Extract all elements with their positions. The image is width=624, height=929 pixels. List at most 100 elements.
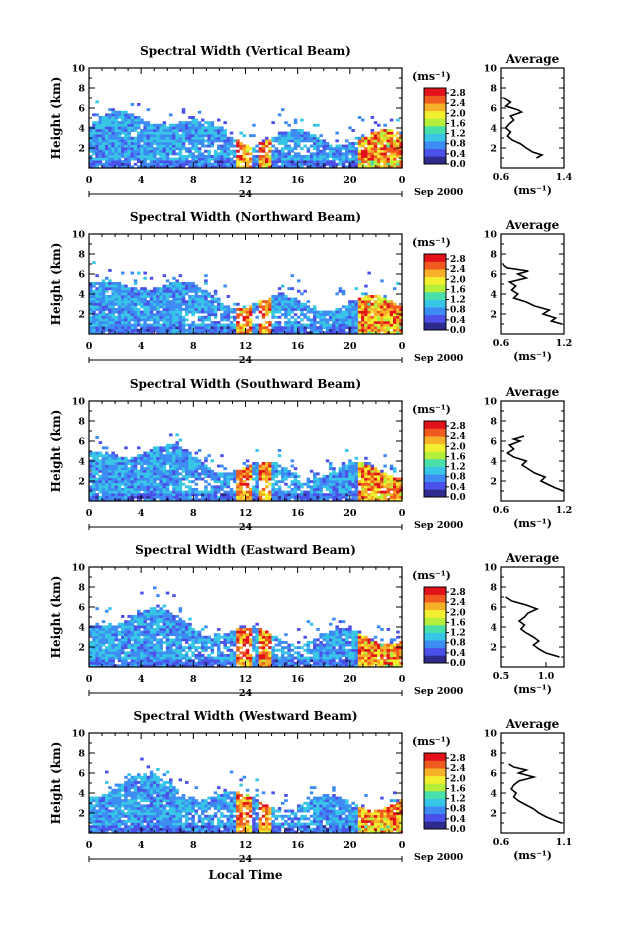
colorbar-tick-label: 2.8	[450, 754, 466, 764]
colorbar-tick-label: 2.0	[450, 608, 466, 618]
y-axis-label: Height (km)	[49, 243, 63, 326]
average-title: Average	[505, 551, 560, 565]
panel-title: Spectral Width (Northward Beam)	[130, 210, 361, 224]
avg-y-tick-label: 10	[484, 230, 498, 241]
avg-x-tick-label: 0.5	[493, 671, 510, 682]
avg-y-tick-label: 8	[490, 250, 497, 261]
average-x-label: (ms⁻¹)	[513, 517, 552, 530]
y-tick-label: 10	[72, 397, 86, 408]
panel-title: Spectral Width (Eastward Beam)	[135, 543, 356, 557]
y-tick-label: 2	[78, 809, 85, 820]
date-label: 24	[239, 355, 253, 366]
colorbar: 2.82.42.01.61.20.80.40.0 (ms⁻¹)	[412, 70, 466, 170]
x-tick-label: 16	[291, 840, 305, 851]
colorbar-tick-label: 1.2	[450, 130, 466, 140]
y-axis-label: Height (km)	[49, 576, 63, 659]
avg-y-tick-label: 10	[484, 64, 498, 75]
colorbar-tick-label: 2.0	[450, 109, 466, 119]
avg-y-tick-label: 4	[490, 789, 497, 800]
x-tick-label: 4	[138, 674, 145, 685]
colorbar-tick-label: 2.4	[450, 764, 466, 774]
colorbar-tick-label: 1.6	[450, 784, 466, 794]
avg-y-tick-label: 2	[490, 144, 497, 155]
avg-y-tick-label: 10	[484, 563, 498, 574]
colorbar-tick-label: 0.8	[450, 140, 466, 150]
colorbar-tick-label: 1.6	[450, 452, 466, 462]
y-tick-label: 6	[78, 769, 85, 780]
colorbar: 2.82.42.01.61.20.80.40.0 (ms⁻¹)	[412, 735, 466, 835]
x-axis-label: Local Time	[208, 868, 282, 882]
colorbar: 2.82.42.01.61.20.80.40.0 (ms⁻¹)	[412, 236, 466, 336]
colorbar-tick-label: 1.2	[450, 629, 466, 639]
colorbar-tick-label: 0.8	[450, 805, 466, 815]
y-tick-label: 10	[72, 563, 86, 574]
avg-y-tick-label: 8	[490, 583, 497, 594]
heatmap	[89, 586, 403, 668]
heatmap	[89, 261, 403, 335]
average-profile-line	[503, 97, 545, 159]
colorbar-tick-label: 2.4	[450, 432, 466, 442]
x-tick-label: 8	[190, 840, 197, 851]
y-tick-label: 6	[78, 270, 85, 281]
y-tick-label: 4	[78, 623, 85, 634]
month-label: Sep 2000	[414, 353, 464, 364]
colorbar-tick-label: 0.4	[450, 316, 466, 326]
y-tick-label: 2	[78, 310, 85, 321]
avg-y-tick-label: 2	[490, 477, 497, 488]
avg-y-tick-label: 10	[484, 397, 498, 408]
avg-y-tick-label: 8	[490, 417, 497, 428]
colorbar-tick-label: 0.4	[450, 815, 466, 825]
y-tick-label: 8	[78, 583, 85, 594]
colorbar-tick-label: 1.6	[450, 285, 466, 295]
colorbar-tick-label: 2.0	[450, 275, 466, 285]
x-tick-label: 0	[399, 840, 406, 851]
month-label: Sep 2000	[414, 187, 464, 198]
x-tick-label: 12	[239, 508, 252, 519]
y-axis-label: Height (km)	[49, 77, 63, 160]
avg-x-tick-label: 1.4	[556, 172, 573, 183]
average-panel: 2 4 6 8 10 0.6 1.4 Average (ms⁻¹)	[484, 52, 573, 197]
x-tick-label: 16	[291, 508, 305, 519]
colorbar-tick-label: 2.4	[450, 265, 466, 275]
x-tick-label: 0	[399, 341, 406, 352]
colorbar-tick-label: 2.8	[450, 422, 466, 432]
avg-y-tick-label: 6	[490, 270, 497, 281]
average-title: Average	[505, 385, 560, 399]
panel-4: Spectral Width (Eastward Beam)0 4 8 12 16 20 0…	[49, 543, 565, 699]
colorbar: 2.82.42.01.61.20.80.40.0 (ms⁻¹)	[412, 403, 466, 503]
y-tick-label: 4	[78, 457, 85, 468]
y-tick-label: 6	[78, 603, 85, 614]
panel-1: Spectral Width (Vertical Beam)0 4 8 12 16 20 0…	[49, 44, 573, 200]
avg-y-tick-label: 2	[490, 310, 497, 321]
x-tick-label: 0	[86, 674, 93, 685]
colorbar-tick-label: 0.0	[450, 160, 466, 170]
avg-x-tick-label: 1.1	[556, 837, 573, 848]
y-tick-label: 2	[78, 144, 85, 155]
x-tick-label: 16	[291, 674, 305, 685]
colorbar-tick-label: 2.8	[450, 255, 466, 265]
avg-y-tick-label: 6	[490, 104, 497, 115]
colorbar-tick-label: 0.0	[450, 326, 466, 336]
panel-5: Spectral Width (Westward Beam)0 4 8 12 16 20 0…	[49, 709, 572, 865]
avg-y-tick-label: 4	[490, 623, 497, 634]
y-tick-label: 6	[78, 437, 85, 448]
x-tick-label: 16	[291, 175, 305, 186]
x-tick-label: 16	[291, 341, 305, 352]
average-panel: 2 4 6 8 10 0.5 1.0 Average (ms⁻¹)	[484, 551, 565, 696]
colorbar-unit: (ms⁻¹)	[412, 70, 451, 83]
panel-3: Spectral Width (Southward Beam)0 4 8 12 16 20…	[49, 377, 572, 533]
average-profile-line	[505, 435, 565, 492]
y-axis-label: Height (km)	[49, 742, 63, 825]
x-tick-label: 4	[138, 508, 145, 519]
avg-x-tick-label: 1.2	[556, 505, 573, 516]
colorbar-tick-label: 2.0	[450, 442, 466, 452]
colorbar-tick-label: 0.8	[450, 639, 466, 649]
avg-x-tick-label: 0.6	[493, 172, 510, 183]
average-x-label: (ms⁻¹)	[513, 683, 552, 696]
date-label: 24	[239, 854, 253, 865]
avg-x-tick-label: 0.6	[493, 837, 510, 848]
y-axis-label: Height (km)	[49, 410, 63, 493]
x-tick-label: 0	[86, 175, 93, 186]
avg-y-tick-label: 8	[490, 84, 497, 95]
